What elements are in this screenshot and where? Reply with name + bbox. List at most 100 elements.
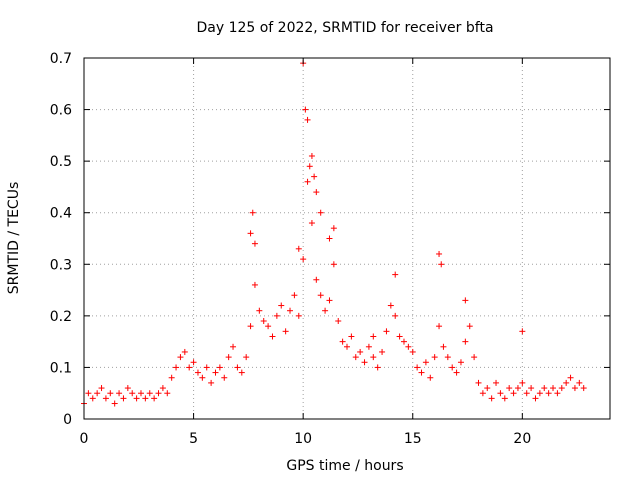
data-point: [466, 323, 473, 330]
data-point: [278, 302, 285, 309]
data-point: [444, 354, 451, 361]
data-point: [102, 395, 109, 402]
data-point: [457, 359, 464, 366]
data-point: [247, 323, 254, 330]
data-point: [85, 390, 92, 397]
chart-title: Day 125 of 2022, SRMTID for receiver bft…: [196, 20, 493, 36]
data-point: [151, 395, 158, 402]
data-point: [308, 152, 315, 159]
data-point: [260, 318, 267, 325]
data-point: [234, 364, 241, 371]
data-point: [247, 230, 254, 237]
data-point: [251, 240, 258, 247]
data-point: [308, 220, 315, 227]
data-point: [94, 390, 101, 397]
data-point: [251, 281, 258, 288]
x-tick-label: 15: [404, 431, 422, 447]
data-point: [462, 297, 469, 304]
data-point: [501, 395, 508, 402]
x-tick-label: 0: [80, 431, 89, 447]
data-point: [392, 312, 399, 319]
data-point: [177, 354, 184, 361]
data-point: [348, 333, 355, 340]
data-point: [436, 323, 443, 330]
data-point: [523, 390, 530, 397]
data-points: [81, 60, 587, 407]
data-point: [409, 348, 416, 355]
data-point: [186, 364, 193, 371]
axes: [83, 57, 611, 420]
y-axis-label: SRMTID / TECUs: [6, 182, 22, 295]
data-point: [238, 369, 245, 376]
data-point: [142, 395, 149, 402]
data-point: [479, 390, 486, 397]
data-point: [89, 395, 96, 402]
data-point: [536, 390, 543, 397]
data-point: [396, 333, 403, 340]
data-point: [387, 302, 394, 309]
data-point: [462, 338, 469, 345]
data-point: [453, 369, 460, 376]
data-point: [339, 338, 346, 345]
data-point: [528, 385, 535, 392]
data-point: [510, 390, 517, 397]
y-tick-label: 0.7: [50, 51, 72, 67]
data-point: [256, 307, 263, 314]
data-point: [427, 374, 434, 381]
x-axis-label: GPS time / hours: [286, 458, 403, 474]
data-point: [370, 354, 377, 361]
data-point: [344, 343, 350, 350]
data-point: [287, 307, 294, 314]
data-point: [370, 333, 377, 340]
data-point: [326, 235, 333, 242]
data-point: [567, 374, 574, 381]
data-point: [550, 385, 557, 392]
data-point: [554, 390, 561, 397]
data-point: [519, 328, 526, 335]
data-point: [374, 364, 381, 371]
data-point: [357, 348, 364, 355]
data-point: [133, 395, 140, 402]
data-point: [265, 323, 272, 330]
data-point: [383, 328, 390, 335]
data-point: [120, 395, 127, 402]
data-point: [418, 369, 425, 376]
data-point: [400, 338, 407, 345]
data-point: [440, 343, 447, 350]
data-point: [414, 364, 421, 371]
x-tick-label: 20: [513, 431, 531, 447]
x-tick-label: 5: [189, 431, 198, 447]
data-point: [304, 116, 311, 123]
y-tick-label: 0: [63, 412, 72, 428]
data-point: [541, 385, 548, 392]
data-point: [545, 390, 552, 397]
data-point: [129, 390, 136, 397]
data-point: [111, 400, 118, 407]
data-point: [124, 385, 131, 392]
data-point: [295, 312, 302, 319]
data-point: [282, 328, 289, 335]
data-point: [311, 173, 318, 180]
data-point: [203, 364, 210, 371]
y-tick-label: 0.4: [50, 206, 72, 222]
data-point: [532, 395, 539, 402]
y-tick-label: 0.6: [50, 103, 72, 119]
plot-border: [83, 57, 611, 420]
data-point: [291, 292, 298, 299]
data-point: [300, 256, 307, 263]
data-point: [488, 395, 495, 402]
data-point: [137, 390, 144, 397]
data-point: [302, 106, 309, 113]
data-point: [155, 390, 162, 397]
data-point: [571, 385, 578, 392]
data-point: [506, 385, 513, 392]
data-point: [365, 343, 372, 350]
grid-lines: [84, 58, 610, 419]
data-point: [164, 390, 171, 397]
y-tick-label: 0.1: [50, 360, 72, 376]
data-point: [317, 292, 324, 299]
data-point: [146, 390, 153, 397]
data-point: [173, 364, 180, 371]
data-point: [116, 390, 123, 397]
